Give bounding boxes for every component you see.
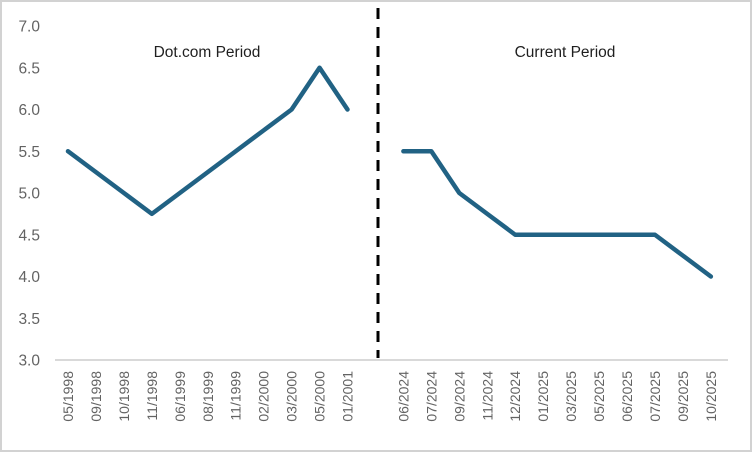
x-tick-label: 05/1998 [60, 371, 76, 422]
x-tick-label: 09/2025 [675, 371, 691, 422]
y-tick-label: 7.0 [18, 19, 40, 36]
x-tick-label: 01/2025 [535, 371, 551, 422]
current-series-line [401, 149, 714, 279]
x-tick-label: 02/2000 [256, 371, 272, 422]
y-tick-label: 3.5 [18, 311, 40, 328]
x-tick-label: 05/2000 [312, 371, 328, 422]
dotcom-period-label: Dot.com Period [154, 44, 261, 61]
current-period-label: Current Period [515, 44, 616, 61]
x-tick-label: 08/1999 [200, 371, 216, 422]
x-tick-label: 07/2025 [647, 371, 663, 422]
x-tick-label: 03/2000 [284, 371, 300, 422]
x-tick-label: 11/1998 [144, 371, 160, 421]
x-tick-label: 11/1999 [228, 371, 244, 421]
x-tick-label: 09/2024 [451, 371, 467, 422]
x-tick-label: 10/2025 [703, 371, 719, 422]
x-tick-label: 06/1999 [172, 371, 188, 422]
x-tick-label: 05/2025 [591, 371, 607, 422]
x-tick-label: 06/2025 [619, 371, 635, 422]
y-tick-label: 6.5 [18, 60, 40, 77]
x-tick-label: 07/2024 [423, 371, 439, 422]
x-tick-label: 09/1998 [88, 371, 104, 422]
y-tick-label: 4.0 [18, 269, 40, 286]
y-tick-label: 5.0 [18, 186, 40, 203]
x-axis-tick-labels: 05/1998 09/1998 10/1998 11/1998 06/1999 08/19… [60, 371, 719, 422]
y-axis-tick-labels: 7.0 6.5 6.0 5.5 5.0 4.5 4.0 3.5 3.0 [18, 19, 40, 370]
y-tick-label: 3.0 [18, 353, 40, 370]
dotcom-series-line [65, 65, 350, 217]
x-tick-label: 10/1998 [116, 371, 132, 422]
x-tick-label: 06/2024 [395, 371, 411, 422]
y-tick-label: 4.5 [18, 227, 40, 244]
x-tick-label: 12/2024 [507, 371, 523, 422]
y-tick-label: 6.0 [18, 102, 40, 119]
x-tick-label: 01/2001 [340, 371, 356, 422]
x-tick-label: 03/2025 [563, 371, 579, 422]
y-tick-label: 5.5 [18, 144, 40, 161]
x-tick-label: 11/2024 [479, 371, 495, 421]
